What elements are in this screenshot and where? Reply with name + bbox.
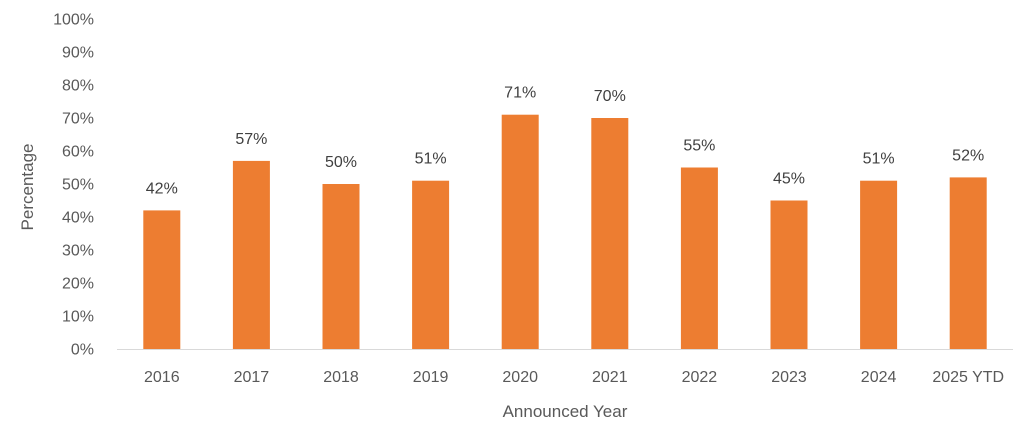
data-label: 71%: [504, 85, 536, 102]
data-label: 55%: [683, 138, 715, 155]
y-tick-label: 90%: [62, 45, 94, 62]
data-label: 51%: [863, 151, 895, 168]
data-label: 45%: [773, 171, 805, 188]
bar-2016: [143, 210, 181, 349]
x-tick-label: 2024: [861, 369, 897, 386]
y-tick-label: 70%: [62, 111, 94, 128]
data-label: 51%: [415, 151, 447, 168]
y-tick-label: 100%: [53, 12, 94, 29]
x-tick-label: 2018: [323, 369, 359, 386]
x-axis-ticks: 2016 2017 2018 2019 2020 2021 2022 2023 2024 2025…: [144, 369, 1004, 386]
bar-2019: [412, 180, 450, 349]
y-axis-ticks: 0% 10% 20% 30% 40% 50% 60% 70% 80% 90% 100%: [53, 12, 94, 359]
y-tick-label: 40%: [62, 210, 94, 227]
x-tick-label: 2021: [592, 369, 628, 386]
y-tick-label: 60%: [62, 144, 94, 161]
data-labels: 42% 57% 50% 51% 71% 70% 55% 45% 51% 52%: [146, 85, 984, 198]
bar-2020: [501, 114, 539, 349]
bar-2024: [860, 180, 898, 349]
bar-2025-ytd: [949, 177, 987, 349]
bar-2023: [770, 200, 808, 349]
y-tick-label: 30%: [62, 243, 94, 260]
y-axis-title: Percentage: [18, 144, 37, 231]
y-tick-label: 10%: [62, 309, 94, 326]
x-tick-label: 2023: [771, 369, 807, 386]
bars: [143, 114, 987, 349]
y-tick-label: 20%: [62, 276, 94, 293]
x-tick-label: 2020: [502, 369, 538, 386]
x-axis-title: Announced Year: [503, 402, 628, 421]
y-tick-label: 0%: [71, 342, 94, 359]
bar-2021: [591, 118, 629, 349]
y-tick-label: 50%: [62, 177, 94, 194]
y-tick-label: 80%: [62, 78, 94, 95]
bar-2022: [680, 167, 718, 349]
x-tick-label: 2019: [413, 369, 449, 386]
x-tick-label: 2017: [234, 369, 270, 386]
x-tick-label: 2022: [682, 369, 718, 386]
bar-2017: [232, 160, 270, 349]
data-label: 50%: [325, 154, 357, 171]
bar-2018: [322, 184, 360, 349]
x-tick-label: 2025 YTD: [932, 369, 1004, 386]
x-tick-label: 2016: [144, 369, 180, 386]
data-label: 42%: [146, 180, 178, 197]
data-label: 70%: [594, 88, 626, 105]
data-label: 57%: [235, 131, 267, 148]
data-label: 52%: [952, 147, 984, 164]
